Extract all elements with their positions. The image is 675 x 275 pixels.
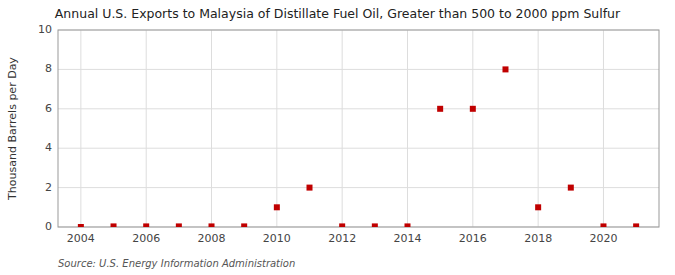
point [241, 223, 247, 227]
plot-frame [58, 30, 659, 227]
x-tick-label: 2008 [198, 232, 226, 245]
x-grid-line [472, 30, 473, 227]
grid [58, 30, 659, 227]
x-tick-label: 2006 [132, 232, 160, 245]
point [568, 185, 574, 191]
point [502, 66, 508, 72]
y-tick-label: 2 [45, 181, 52, 194]
x-tick-label: 2010 [263, 232, 291, 245]
x-grid-line [342, 30, 343, 227]
point [307, 185, 313, 191]
point [78, 224, 84, 227]
point [633, 223, 639, 227]
x-grid-line [603, 30, 604, 227]
x-grid-line [80, 30, 81, 227]
point [600, 223, 606, 227]
plot-background [58, 30, 659, 227]
x-tick-label: 2016 [459, 232, 487, 245]
point [372, 223, 378, 227]
y-tick-label: 8 [45, 62, 52, 75]
point [470, 106, 476, 112]
point [143, 223, 149, 227]
point [339, 223, 345, 227]
point [209, 223, 215, 227]
points [78, 66, 639, 227]
point [404, 223, 410, 227]
chart: 0 2 4 6 8 10 2004 2006 2008 2010 2012 2014 2016 2018 2… [0, 0, 675, 275]
x-tick-label: 2018 [524, 232, 552, 245]
source-note: Source: U.S. Energy Information Administ… [58, 258, 295, 269]
x-tick-label: 2004 [67, 232, 95, 245]
point [437, 106, 443, 112]
x-grid-line [538, 30, 539, 227]
point [176, 223, 182, 227]
y-grid-line [58, 69, 659, 70]
tick-labels: 0 2 4 6 8 10 2004 2006 2008 2010 2012 2014 2016 2018 2… [38, 23, 617, 245]
y-grid-line [58, 108, 659, 109]
x-grid-line [407, 30, 408, 227]
y-tick-label: 0 [45, 220, 52, 233]
x-grid-line [211, 30, 212, 227]
point [274, 204, 280, 210]
y-tick-label: 4 [45, 141, 52, 154]
x-grid-line [276, 30, 277, 227]
y-tick-label: 6 [45, 102, 52, 115]
x-tick-label: 2020 [589, 232, 617, 245]
point [111, 223, 117, 227]
chart-container: 0 2 4 6 8 10 2004 2006 2008 2010 2012 2014 2016 2018 2… [0, 0, 675, 275]
x-tick-label: 2014 [393, 232, 421, 245]
y-grid-line [58, 148, 659, 149]
y-axis-label: Thousand Barrels per Day [6, 57, 19, 201]
x-grid-line [146, 30, 147, 227]
x-tick-label: 2012 [328, 232, 356, 245]
title: Annual U.S. Exports to Malaysia of Disti… [55, 6, 621, 21]
y-tick-label: 10 [38, 23, 52, 36]
point [535, 204, 541, 210]
